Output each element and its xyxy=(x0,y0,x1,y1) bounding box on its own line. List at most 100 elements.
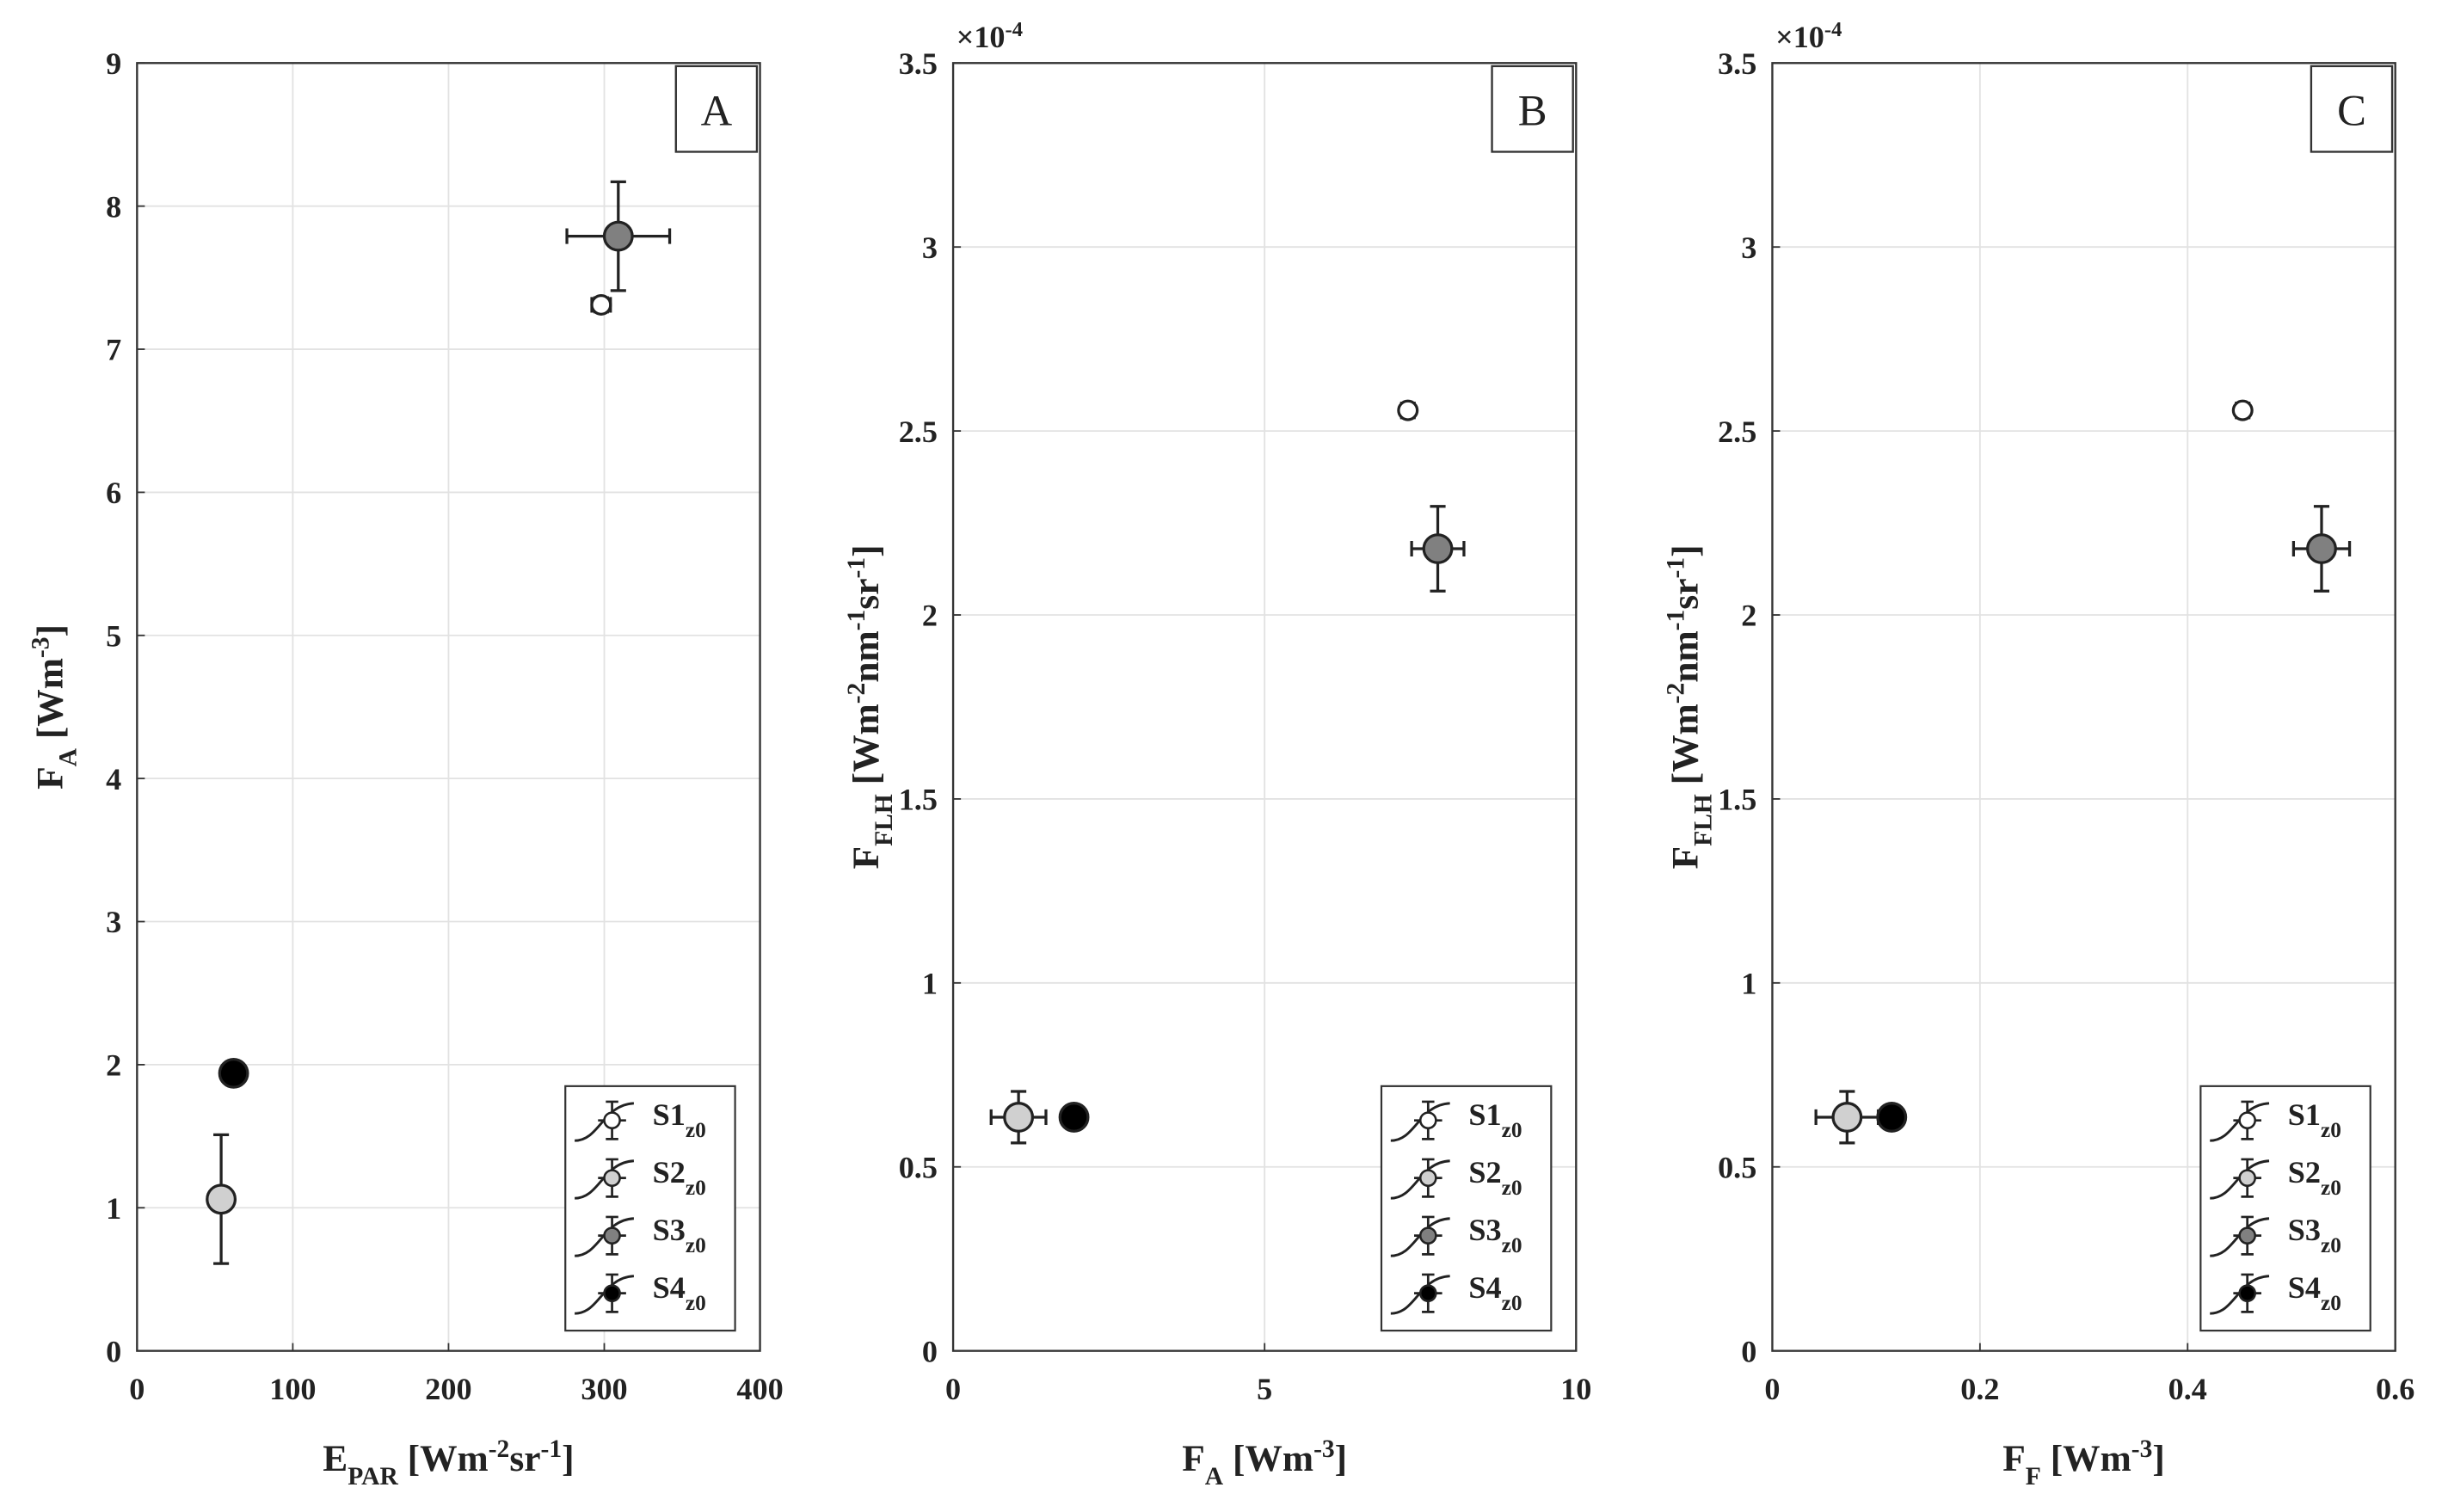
axis-multiplier: ×10-4 xyxy=(957,18,1023,55)
label-part: -1 xyxy=(541,1435,563,1463)
label-part: sr xyxy=(509,1438,540,1479)
panel-label: A xyxy=(701,87,733,135)
y-tick-label: 4 xyxy=(106,762,121,796)
legend-line xyxy=(2210,1159,2270,1200)
label-part: E xyxy=(323,1438,348,1479)
y-tick-label: 0.5 xyxy=(1718,1150,1756,1184)
panel-label: B xyxy=(1518,87,1547,135)
legend-subscript: z0 xyxy=(2321,1291,2341,1315)
x-tick-label: 0.4 xyxy=(2168,1372,2207,1406)
legend-label: S1z0 xyxy=(2288,1097,2341,1142)
label-part: F xyxy=(29,766,71,790)
legend-label: S2z0 xyxy=(1468,1155,1522,1200)
legend-subscript: z0 xyxy=(1502,1118,1522,1142)
label-part: F xyxy=(846,846,887,870)
panel-label-box xyxy=(2310,65,2394,153)
data-point xyxy=(2306,533,2337,564)
label-part: F xyxy=(1665,846,1707,870)
x-axis-label: FF [Wm-3] xyxy=(2002,1435,2165,1490)
label-part: ×10 xyxy=(957,20,1006,54)
plot-frame xyxy=(951,62,1578,1352)
data-point xyxy=(1422,533,1454,564)
y-tick-label: 8 xyxy=(106,189,121,224)
y-tick-label: 0 xyxy=(922,1334,938,1368)
legend-marker xyxy=(1418,1111,1437,1129)
y-axis-label: FA [Wm-3] xyxy=(27,624,82,790)
label-part: -4 xyxy=(1006,18,1024,41)
legend-subscript: z0 xyxy=(686,1118,706,1142)
y-tick-label: 1 xyxy=(106,1191,121,1226)
legend-marker xyxy=(603,1111,621,1129)
x-tick-label: 0.2 xyxy=(1960,1372,1999,1406)
legend-line xyxy=(575,1159,635,1200)
y-tick-label: 7 xyxy=(106,333,121,367)
x-tick-label: 0 xyxy=(945,1372,961,1406)
legend-marker xyxy=(1418,1169,1437,1187)
legend-label: S4z0 xyxy=(1468,1270,1522,1315)
label-part: -3 xyxy=(2131,1435,2153,1463)
label-part: -1 xyxy=(1663,557,1690,579)
legend-label: S2z0 xyxy=(2288,1155,2341,1200)
label-part: -3 xyxy=(27,636,54,658)
legend-name: S4 xyxy=(2288,1270,2321,1305)
legend-label: S3z0 xyxy=(1468,1213,1522,1257)
panel-label-box xyxy=(1491,65,1574,153)
legend-label: S3z0 xyxy=(2288,1213,2341,1257)
legend-subscript: z0 xyxy=(1502,1291,1522,1315)
y-tick-label: 2.5 xyxy=(899,415,938,449)
label-part: A xyxy=(54,747,82,766)
label-part: nm xyxy=(1665,630,1707,682)
legend-marker xyxy=(603,1226,621,1245)
x-tick-label: 0 xyxy=(1764,1372,1780,1406)
label-part: [Wm xyxy=(398,1438,489,1479)
legend-label: S3z0 xyxy=(653,1213,706,1257)
y-tick-label: 2 xyxy=(1741,599,1756,633)
legend-name: S4 xyxy=(1468,1270,1501,1305)
legend-name: S3 xyxy=(2288,1213,2321,1247)
y-tick-label: 2 xyxy=(106,1048,121,1083)
y-tick-label: 1.5 xyxy=(1718,783,1756,817)
legend-line xyxy=(1390,1275,1450,1315)
y-tick-label: 3 xyxy=(106,905,121,939)
label-part: F xyxy=(1182,1438,1205,1479)
y-tick-label: 5 xyxy=(106,618,121,653)
label-part: ] xyxy=(2152,1438,2164,1479)
legend-label: S2z0 xyxy=(653,1155,706,1200)
legend-label: S1z0 xyxy=(653,1097,706,1142)
y-tick-label: 1 xyxy=(922,967,938,1001)
label-part: FLH xyxy=(870,794,898,846)
label-part: -2 xyxy=(489,1435,510,1463)
legend-line xyxy=(575,1217,635,1257)
label-part: ×10 xyxy=(1775,20,1824,54)
y-tick-label: 1 xyxy=(1741,967,1756,1001)
label-part: -2 xyxy=(1663,683,1690,704)
x-tick-label: 100 xyxy=(269,1372,316,1406)
data-point xyxy=(1397,399,1419,421)
legend-name: S1 xyxy=(653,1097,686,1132)
x-tick-label: 5 xyxy=(1257,1372,1272,1406)
legend-box xyxy=(2199,1085,2371,1332)
label-part: A xyxy=(1205,1463,1224,1490)
y-tick-label: 3 xyxy=(922,230,938,265)
y-tick-label: 2 xyxy=(922,599,938,633)
legend-marker xyxy=(2238,1169,2256,1187)
y-tick-label: 3.5 xyxy=(1718,46,1756,81)
legend-name: S2 xyxy=(2288,1155,2321,1189)
plot-frame xyxy=(1771,62,2396,1352)
legend-box xyxy=(1380,1085,1553,1332)
y-tick-label: 6 xyxy=(106,476,121,510)
x-tick-label: 10 xyxy=(1560,1372,1591,1406)
y-axis-label: FFLH [Wm-2nm-1sr-1] xyxy=(843,544,898,869)
label-part: FLH xyxy=(1690,794,1718,846)
legend-label: S4z0 xyxy=(2288,1270,2341,1315)
label-part: PAR xyxy=(348,1463,398,1490)
legend-name: S1 xyxy=(2288,1097,2321,1132)
data-point xyxy=(1003,1102,1035,1133)
legend-line xyxy=(575,1102,635,1142)
legend-name: S4 xyxy=(653,1270,686,1305)
x-tick-label: 200 xyxy=(425,1372,471,1406)
panel-label: C xyxy=(2337,87,2366,135)
legend-marker xyxy=(1418,1284,1437,1302)
legend-label: S4z0 xyxy=(653,1270,706,1315)
